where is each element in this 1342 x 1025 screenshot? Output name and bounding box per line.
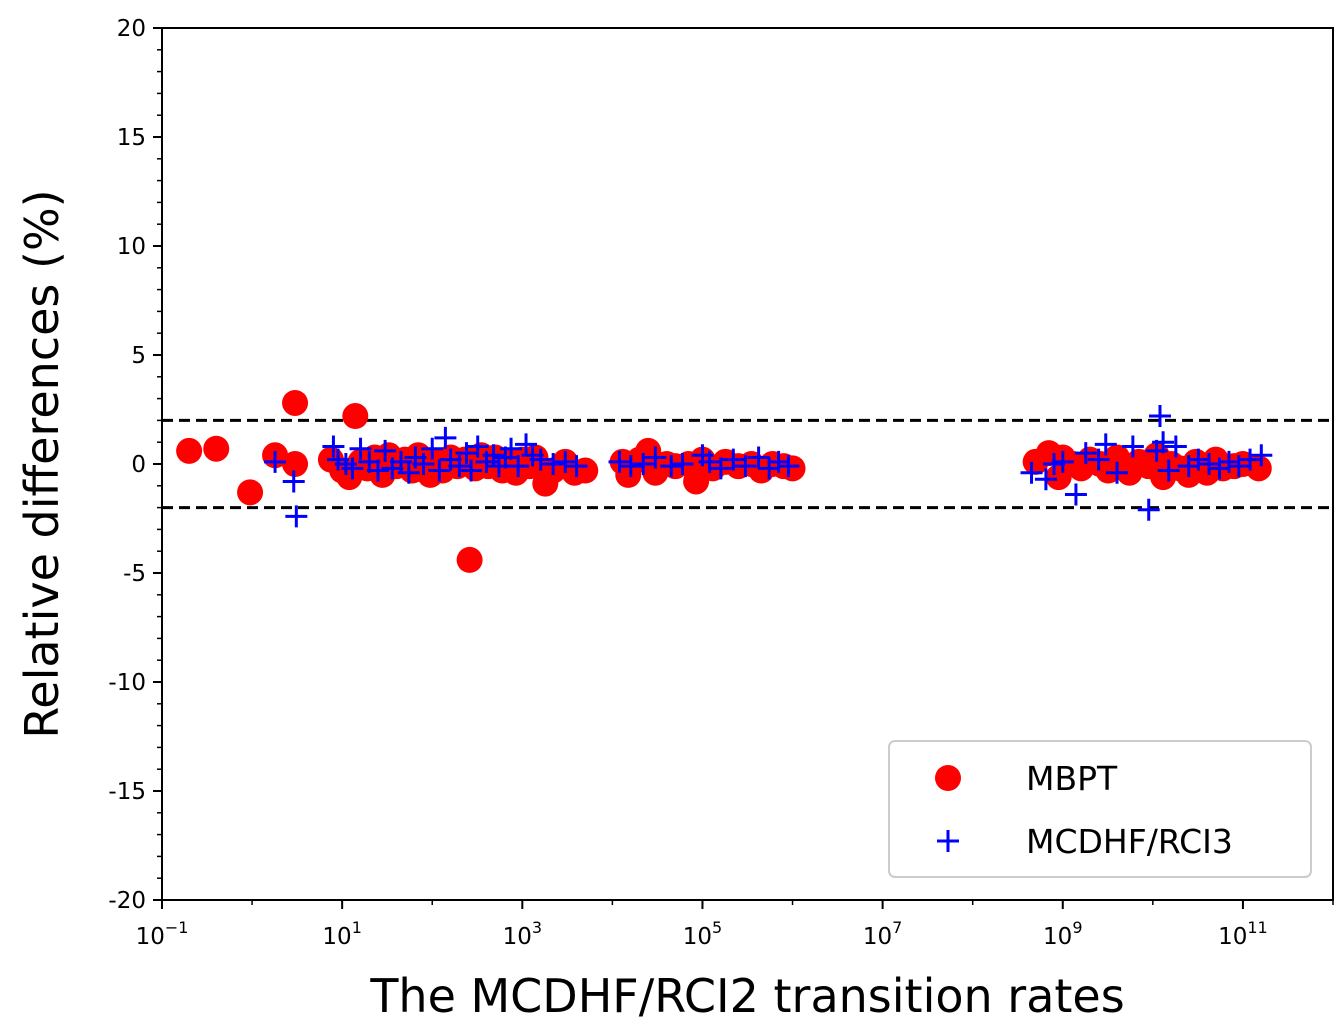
mcdhf-rci3-point-33 — [542, 453, 565, 475]
y-tick-label-7: -15 — [108, 779, 146, 805]
mcdhf-rci3-point-6 — [341, 457, 364, 480]
mcdhf-rci3-point-65 — [1157, 459, 1180, 482]
mcdhf-rci3-point-74 — [1250, 444, 1273, 467]
x-tick-label-5: 109 — [1043, 918, 1082, 950]
x-tick-label-3: 105 — [683, 918, 722, 950]
mbpt-point-9 — [342, 403, 369, 430]
mcdhf-rci3-point-9 — [366, 459, 389, 482]
mcdhf-rci3-point-35 — [565, 455, 588, 478]
x-tick-label-2: 103 — [503, 918, 542, 950]
mcdhf-rci3-point-59 — [1106, 461, 1128, 484]
legend-label-0: MBPT — [1026, 759, 1118, 798]
mcdhf-rci3-point-36 — [608, 450, 631, 473]
legend: MBPT MCDHF/RCI3 — [888, 740, 1312, 878]
mcdhf-rci3-point-34 — [554, 450, 577, 473]
mcdhf-rci3-point-15 — [412, 453, 435, 475]
mcdhf-rci3-point-29 — [507, 455, 530, 478]
y-tick-label-8: -20 — [108, 888, 146, 914]
mcdhf-rci3-point-10 — [374, 439, 397, 462]
mbpt-point-1 — [203, 435, 230, 462]
x-tick-label-1: 101 — [322, 918, 361, 950]
y-tick-label-5: -5 — [123, 561, 146, 587]
y-tick-label-1: 15 — [117, 125, 146, 151]
legend-marker-mbpt — [935, 765, 961, 791]
mcdhf-rci3-point-71 — [1217, 450, 1240, 473]
mcdhf-rci3-point-17 — [428, 459, 451, 482]
y-tick-label-4: 0 — [131, 452, 146, 478]
mcdhf-rci3-point-32 — [529, 448, 552, 471]
mcdhf-rci3-point-64 — [1152, 431, 1175, 454]
legend-marker-mcdhf-rci3 — [937, 830, 959, 852]
y-tick-label-0: 20 — [117, 16, 146, 42]
legend-box — [888, 740, 1312, 878]
mbpt-point-5 — [282, 451, 309, 477]
mcdhf-rci3-point-56 — [1074, 442, 1097, 465]
mcdhf-rci3-point-16 — [421, 437, 444, 460]
mcdhf-rci3-point-23 — [466, 435, 489, 458]
y-tick-label-6: -10 — [108, 670, 146, 696]
mcdhf-rci3-point-51 — [1020, 461, 1043, 484]
y-axis-title: Relative differences (%) — [15, 189, 69, 738]
mcdhf-rci3-point-37 — [619, 455, 642, 478]
series-1 — [264, 405, 1273, 528]
mbpt-point-2 — [237, 479, 264, 506]
mbpt-point-59 — [779, 455, 806, 482]
mcdhf-rci3-point-44 — [709, 457, 732, 480]
mcdhf-rci3-point-57 — [1087, 448, 1110, 471]
mcdhf-rci3-point-60 — [1121, 435, 1144, 458]
mcdhf-rci3-point-72 — [1227, 455, 1250, 478]
x-tick-label-4: 107 — [863, 918, 902, 950]
mcdhf-rci3-point-0 — [264, 450, 287, 473]
mbpt-point-26 — [456, 546, 483, 573]
legend-label-1: MCDHF/RCI3 — [1026, 822, 1233, 861]
mbpt-point-4 — [282, 389, 309, 416]
mcdhf-rci3-point-61 — [1137, 498, 1160, 521]
mcdhf-rci3-point-63 — [1148, 405, 1171, 428]
mcdhf-rci3-point-3 — [322, 435, 345, 458]
x-tick-label-6: 1011 — [1218, 918, 1268, 950]
x-tick-label-0: 10−1 — [136, 918, 189, 950]
mcdhf-rci3-point-47 — [747, 446, 770, 469]
mcdhf-rci3-point-50 — [777, 455, 800, 478]
mcdhf-rci3-point-13 — [397, 461, 420, 484]
mbpt-point-0 — [176, 437, 203, 464]
mcdhf-rci3-point-45 — [722, 448, 745, 471]
mcdhf-rci3-point-41 — [671, 453, 694, 475]
mcdhf-rci3-point-40 — [660, 455, 683, 478]
mcdhf-rci3-point-54 — [1051, 450, 1074, 473]
y-tick-label-3: 5 — [131, 343, 146, 369]
mcdhf-rci3-point-58 — [1094, 433, 1117, 456]
mcdhf-rci3-point-18 — [434, 426, 457, 449]
y-tick-label-2: 10 — [117, 234, 146, 260]
mcdhf-rci3-point-69 — [1197, 453, 1220, 475]
mcdhf-rci3-point-73 — [1239, 448, 1262, 471]
mcdhf-rci3-point-1 — [282, 470, 305, 493]
mcdhf-rci3-point-38 — [632, 453, 655, 475]
x-axis-title: The MCDHF/RCI2 transition rates — [369, 969, 1124, 1023]
mcdhf-rci3-point-22 — [460, 459, 483, 482]
mcdhf-rci3-point-46 — [734, 455, 757, 478]
mcdhf-rci3-point-49 — [767, 450, 790, 473]
mcdhf-rci3-point-28 — [500, 437, 523, 460]
mcdhf-rci3-point-2 — [285, 505, 308, 528]
mbpt-point-84 — [1245, 455, 1272, 482]
mbpt-point-41 — [572, 457, 599, 484]
mcdhf-rci3-point-43 — [698, 450, 721, 473]
mcdhf-rci3-point-68 — [1187, 448, 1210, 471]
data-series — [176, 389, 1273, 573]
mcdhf-rci3-point-21 — [455, 442, 478, 465]
mcdhf-rci3-point-20 — [448, 455, 471, 478]
mcdhf-rci3-point-39 — [644, 446, 667, 469]
mcdhf-rci3-point-66 — [1164, 435, 1187, 458]
mcdhf-rci3-point-55 — [1064, 483, 1087, 506]
mcdhf-rci3-point-52 — [1034, 468, 1057, 491]
mcdhf-rci3-point-7 — [349, 437, 372, 460]
mcdhf-rci3-point-25 — [482, 444, 505, 467]
